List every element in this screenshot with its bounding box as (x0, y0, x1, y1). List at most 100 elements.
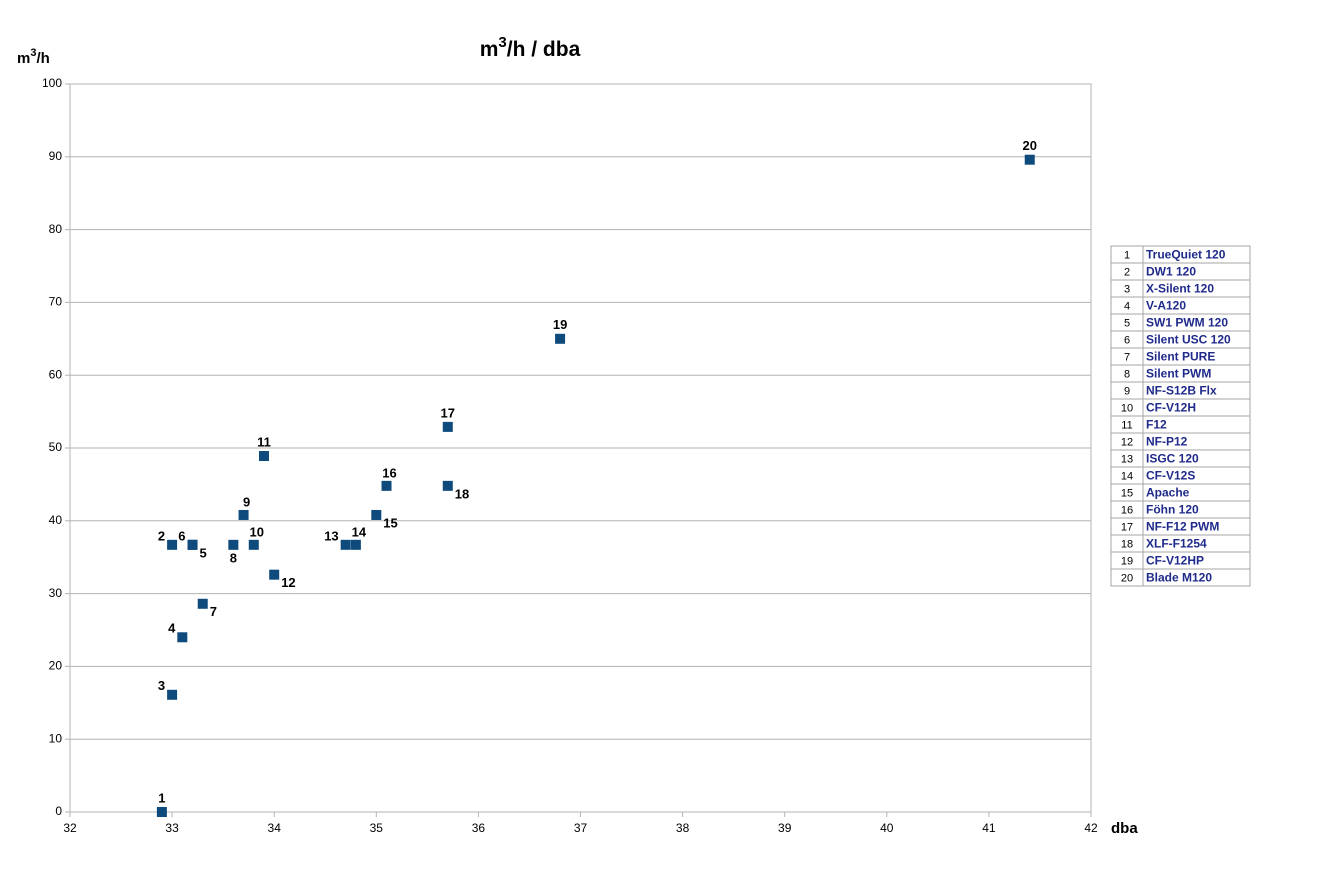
x-tick-label: 32 (63, 821, 77, 835)
x-axis-label: dba (1111, 820, 1138, 837)
legend-name: SW1 PWM 120 (1146, 316, 1228, 330)
legend-number: 6 (1124, 334, 1130, 346)
y-tick-label: 60 (49, 367, 63, 381)
point (555, 333, 566, 344)
point-label: 19 (553, 317, 567, 332)
x-tick-label: 40 (880, 821, 894, 835)
legend-name: CF-V12S (1146, 469, 1195, 483)
point-label: 10 (250, 524, 264, 539)
legend-number: 19 (1121, 555, 1133, 567)
y-label-part: m (17, 50, 30, 67)
legend-number: 4 (1124, 300, 1130, 312)
legend-number: 3 (1124, 283, 1130, 295)
title-part: m (480, 38, 499, 61)
point (1024, 154, 1035, 165)
legend-number: 11 (1121, 419, 1132, 431)
legend-name: CF-V12H (1146, 401, 1196, 415)
title-part: /h / dba (507, 38, 581, 61)
legend-number: 17 (1121, 521, 1133, 533)
point (350, 539, 361, 550)
x-tick-label: 35 (370, 821, 384, 835)
y-tick-label: 30 (49, 586, 63, 600)
point (442, 421, 453, 432)
legend-cell (1142, 568, 1251, 587)
x-tick-label: 33 (165, 821, 179, 835)
legend-name: Apache (1146, 486, 1190, 500)
point (248, 539, 259, 550)
point (167, 689, 178, 700)
point (371, 509, 382, 520)
x-tick-label: 36 (472, 821, 486, 835)
point (258, 451, 269, 462)
y-tick-label: 100 (42, 76, 62, 90)
point (156, 807, 167, 817)
y-label-part: /h (36, 50, 49, 67)
y-tick-label: 40 (49, 513, 63, 527)
point-label: 2 (158, 528, 165, 543)
legend-name: Silent USC 120 (1146, 333, 1231, 347)
point-label: 6 (178, 528, 185, 543)
y-label-sup: 3 (30, 47, 36, 59)
y-tick-label: 0 (55, 804, 62, 818)
y-tick-label: 70 (49, 295, 63, 309)
legend-name: NF-P12 (1146, 435, 1188, 449)
point-label: 17 (441, 405, 455, 420)
legend-name: NF-F12 PWM (1146, 520, 1219, 534)
legend-number: 16 (1121, 504, 1133, 516)
legend-name: CF-V12HP (1146, 554, 1204, 568)
y-tick-label: 10 (49, 731, 63, 745)
point-label: 15 (383, 515, 397, 530)
x-tick-label: 41 (982, 821, 996, 835)
point (238, 509, 249, 520)
legend-name: Blade M120 (1146, 571, 1212, 585)
y-tick-label: 50 (49, 440, 63, 454)
legend-number: 18 (1121, 538, 1133, 550)
title-sup: 3 (498, 34, 506, 51)
point-label: 20 (1023, 138, 1037, 153)
point (269, 569, 280, 580)
legend-name: ISGC 120 (1146, 452, 1199, 466)
point-label: 16 (382, 465, 396, 480)
point-label: 8 (230, 550, 237, 565)
x-tick-label: 42 (1084, 821, 1098, 835)
point (381, 480, 392, 491)
point (442, 480, 453, 491)
legend-name: Silent PURE (1146, 350, 1215, 364)
x-tick-label: 39 (778, 821, 792, 835)
legend-name: F12 (1146, 418, 1167, 432)
point-label: 1 (158, 790, 165, 805)
legend-number: 7 (1124, 351, 1130, 363)
legend-number: 5 (1124, 317, 1130, 329)
legend-number: 2 (1124, 266, 1130, 278)
y-axis-label: m3/h (17, 47, 50, 67)
legend-number: 13 (1121, 453, 1133, 465)
point-label: 5 (200, 545, 207, 560)
x-tick-label: 38 (676, 821, 690, 835)
legend-number: 10 (1121, 402, 1133, 414)
y-tick-label: 20 (49, 659, 63, 673)
point (197, 598, 208, 609)
point-label: 12 (281, 575, 295, 590)
point-label: 9 (243, 494, 250, 509)
legend-name: X-Silent 120 (1146, 282, 1214, 296)
chart-title: m3/h / dba (480, 34, 581, 61)
point-label: 14 (352, 524, 367, 539)
legend-name: XLF-F1254 (1146, 537, 1207, 551)
x-tick-label: 37 (574, 821, 588, 835)
legend-number: 12 (1121, 436, 1133, 448)
y-tick-label: 80 (49, 222, 63, 236)
point (167, 539, 178, 550)
legend-number: 9 (1124, 385, 1130, 397)
legend-number: 20 (1121, 572, 1133, 584)
legend-number: 8 (1124, 368, 1130, 380)
point (177, 632, 188, 643)
point-label: 4 (168, 621, 176, 636)
point-label: 7 (210, 604, 217, 619)
legend-name: TrueQuiet 120 (1146, 248, 1226, 262)
legend-number: 14 (1121, 470, 1133, 482)
point (187, 539, 198, 550)
y-tick-label: 90 (49, 149, 63, 163)
legend-number: 15 (1121, 487, 1133, 499)
legend-number: 1 (1124, 249, 1130, 261)
